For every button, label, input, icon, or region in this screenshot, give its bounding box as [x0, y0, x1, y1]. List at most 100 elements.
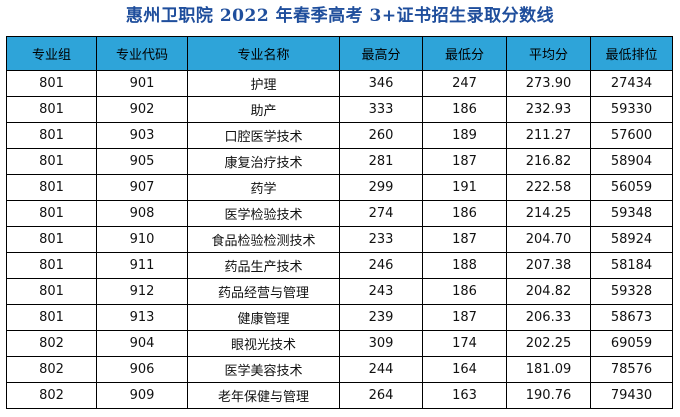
cell-avg: 181.09	[506, 356, 591, 383]
cell-min: 188	[422, 252, 507, 279]
cell-max: 299	[339, 174, 423, 201]
cell-group: 801	[6, 252, 97, 279]
cell-code: 901	[96, 70, 188, 97]
table-row: 802 906 医学美容技术 244 164 181.09 78576	[6, 356, 673, 383]
table-row: 801 913 健康管理 239 187 206.33 58673	[6, 304, 673, 331]
cell-code: 906	[96, 356, 188, 383]
cell-min-rank: 27434	[590, 70, 673, 97]
header-min-rank: 最低排位	[590, 36, 673, 71]
cell-code: 912	[96, 278, 188, 305]
header-min: 最低分	[422, 36, 507, 71]
cell-group: 801	[6, 200, 97, 227]
cell-avg: 202.25	[506, 330, 591, 357]
cell-min-rank: 56059	[590, 174, 673, 201]
cell-min-rank: 58184	[590, 252, 673, 279]
cell-major: 食品检验检测技术	[187, 226, 340, 253]
cell-group: 801	[6, 278, 97, 305]
table-row: 801 901 护理 346 247 273.90 27434	[6, 70, 673, 97]
cell-avg: 211.27	[506, 122, 591, 149]
cell-min: 186	[422, 278, 507, 305]
cell-avg: 207.38	[506, 252, 591, 279]
cell-major: 健康管理	[187, 304, 340, 331]
cell-code: 902	[96, 96, 188, 123]
cell-max: 274	[339, 200, 423, 227]
cell-min: 164	[422, 356, 507, 383]
cell-min-rank: 57600	[590, 122, 673, 149]
cell-min: 186	[422, 200, 507, 227]
cell-min: 186	[422, 96, 507, 123]
table-row: 801 907 药学 299 191 222.58 56059	[6, 174, 673, 201]
table-header-row: 专业组 专业代码 专业名称 最高分 最低分 平均分 最低排位	[6, 36, 673, 71]
cell-major: 康复治疗技术	[187, 148, 340, 175]
table-row: 801 902 助产 333 186 232.93 59330	[6, 96, 673, 123]
cell-code: 908	[96, 200, 188, 227]
cell-min: 187	[422, 148, 507, 175]
cell-avg: 206.33	[506, 304, 591, 331]
cell-code: 905	[96, 148, 188, 175]
cell-min-rank: 78576	[590, 356, 673, 383]
cell-group: 801	[6, 174, 97, 201]
cell-major: 医学美容技术	[187, 356, 340, 383]
cell-min-rank: 59328	[590, 278, 673, 305]
cell-group: 802	[6, 330, 97, 357]
cell-major: 口腔医学技术	[187, 122, 340, 149]
header-group: 专业组	[6, 36, 97, 71]
cell-min-rank: 58924	[590, 226, 673, 253]
cell-code: 911	[96, 252, 188, 279]
table-row: 801 905 康复治疗技术 281 187 216.82 58904	[6, 148, 673, 175]
table-row: 801 903 口腔医学技术 260 189 211.27 57600	[6, 122, 673, 149]
cell-avg: 190.76	[506, 382, 591, 409]
cell-code: 903	[96, 122, 188, 149]
table-row: 801 911 药品生产技术 246 188 207.38 58184	[6, 252, 673, 279]
cell-min: 191	[422, 174, 507, 201]
cell-min-rank: 79430	[590, 382, 673, 409]
cell-max: 239	[339, 304, 423, 331]
cell-group: 801	[6, 96, 97, 123]
cell-max: 309	[339, 330, 423, 357]
cell-max: 260	[339, 122, 423, 149]
cell-min-rank: 58673	[590, 304, 673, 331]
cell-avg: 204.70	[506, 226, 591, 253]
cell-group: 801	[6, 304, 97, 331]
cell-max: 243	[339, 278, 423, 305]
table-body: 801 901 护理 346 247 273.90 27434 801 902 助产 333 186 2…	[6, 70, 673, 409]
cell-avg: 204.82	[506, 278, 591, 305]
table-row: 802 904 眼视光技术 309 174 202.25 69059	[6, 330, 673, 357]
cell-major: 助产	[187, 96, 340, 123]
cell-avg: 222.58	[506, 174, 591, 201]
cell-major: 护理	[187, 70, 340, 97]
cell-code: 913	[96, 304, 188, 331]
cell-avg: 273.90	[506, 70, 591, 97]
cell-major: 医学检验技术	[187, 200, 340, 227]
page-title: 惠州卫职院 2022 年春季高考 3+证书招生录取分数线	[125, 6, 555, 26]
cell-major: 药学	[187, 174, 340, 201]
cell-min: 189	[422, 122, 507, 149]
cell-max: 233	[339, 226, 423, 253]
cell-avg: 214.25	[506, 200, 591, 227]
cell-group: 801	[6, 122, 97, 149]
cell-max: 333	[339, 96, 423, 123]
table-row: 801 910 食品检验检测技术 233 187 204.70 58924	[6, 226, 673, 253]
cell-group: 801	[6, 70, 97, 97]
cell-max: 246	[339, 252, 423, 279]
header-code: 专业代码	[96, 36, 188, 71]
cell-min-rank: 58904	[590, 148, 673, 175]
cell-min: 187	[422, 304, 507, 331]
table-row: 802 909 老年保健与管理 264 163 190.76 79430	[6, 382, 673, 409]
cell-min-rank: 69059	[590, 330, 673, 357]
cell-min: 174	[422, 330, 507, 357]
cell-code: 904	[96, 330, 188, 357]
cell-code: 909	[96, 382, 188, 409]
cell-avg: 216.82	[506, 148, 591, 175]
cell-code: 910	[96, 226, 188, 253]
admission-score-table: 专业组 专业代码 专业名称 最高分 最低分 平均分 最低排位 801 901 护理 3…	[6, 36, 673, 409]
cell-max: 244	[339, 356, 423, 383]
header-major: 专业名称	[187, 36, 340, 71]
cell-min-rank: 59330	[590, 96, 673, 123]
cell-avg: 232.93	[506, 96, 591, 123]
cell-min: 163	[422, 382, 507, 409]
cell-group: 801	[6, 226, 97, 253]
cell-major: 药品生产技术	[187, 252, 340, 279]
cell-code: 907	[96, 174, 188, 201]
